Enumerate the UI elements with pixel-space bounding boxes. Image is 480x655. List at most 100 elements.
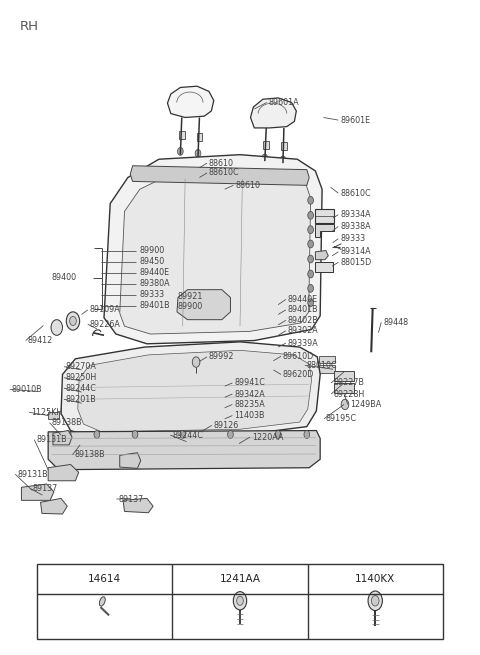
Circle shape: [304, 430, 310, 438]
Circle shape: [237, 596, 243, 605]
Polygon shape: [78, 350, 312, 432]
Text: 89620D: 89620D: [283, 370, 314, 379]
Circle shape: [280, 156, 286, 164]
Polygon shape: [251, 98, 296, 128]
Circle shape: [132, 430, 138, 438]
Text: 89010B: 89010B: [12, 385, 43, 394]
Polygon shape: [177, 290, 230, 320]
Text: 89401B: 89401B: [140, 301, 170, 310]
Text: 89342A: 89342A: [234, 390, 265, 398]
Text: 89334A: 89334A: [340, 210, 371, 219]
Text: 89227B: 89227B: [333, 379, 364, 388]
Text: 89228H: 89228H: [333, 390, 364, 398]
Circle shape: [233, 591, 247, 610]
Text: 89338A: 89338A: [340, 222, 371, 231]
Polygon shape: [53, 430, 72, 445]
Text: 89448: 89448: [383, 318, 408, 327]
Bar: [197, 133, 202, 141]
Circle shape: [70, 316, 76, 326]
Text: 89270A: 89270A: [66, 362, 96, 371]
Text: 89126: 89126: [214, 421, 239, 430]
Polygon shape: [48, 430, 320, 470]
Text: 89302A: 89302A: [288, 326, 318, 335]
Circle shape: [308, 212, 313, 219]
Text: 89333: 89333: [340, 234, 365, 243]
Circle shape: [228, 430, 233, 438]
Circle shape: [66, 312, 80, 330]
Text: 89900: 89900: [177, 302, 202, 311]
Bar: [264, 141, 269, 149]
Text: 88015D: 88015D: [340, 258, 372, 267]
Polygon shape: [40, 498, 67, 514]
Circle shape: [65, 430, 71, 438]
Circle shape: [308, 255, 313, 263]
Text: 89195C: 89195C: [326, 415, 357, 423]
Bar: [48, 412, 59, 419]
Bar: [37, 563, 443, 639]
Text: 88610: 88610: [235, 181, 260, 190]
Polygon shape: [61, 342, 320, 438]
Bar: [281, 142, 287, 150]
Text: 1140KX: 1140KX: [355, 574, 396, 584]
Circle shape: [308, 196, 313, 204]
Polygon shape: [168, 86, 214, 117]
Text: 89601A: 89601A: [269, 98, 299, 107]
Circle shape: [308, 270, 313, 278]
Text: 89226A: 89226A: [90, 320, 120, 329]
Circle shape: [276, 430, 281, 438]
Text: 89440E: 89440E: [288, 295, 318, 304]
Circle shape: [178, 147, 183, 155]
Bar: [335, 371, 354, 381]
Text: 89137: 89137: [118, 495, 144, 504]
Text: 14614: 14614: [88, 574, 121, 584]
Text: 89400: 89400: [51, 272, 77, 282]
Circle shape: [308, 284, 313, 292]
Text: 89380A: 89380A: [140, 279, 170, 288]
Text: 1220AA: 1220AA: [252, 432, 283, 441]
Polygon shape: [130, 166, 309, 185]
Text: 89314A: 89314A: [340, 248, 371, 256]
Circle shape: [51, 320, 62, 335]
Text: 89131B: 89131B: [17, 470, 48, 479]
Circle shape: [308, 240, 313, 248]
Text: 89941C: 89941C: [234, 379, 265, 388]
Circle shape: [341, 400, 349, 409]
Bar: [319, 356, 336, 364]
Text: 89339A: 89339A: [288, 339, 318, 348]
Text: 1249BA: 1249BA: [350, 400, 381, 409]
Circle shape: [372, 595, 379, 606]
Text: 88235A: 88235A: [234, 400, 265, 409]
Polygon shape: [315, 251, 328, 259]
Text: 89333: 89333: [140, 290, 165, 299]
Text: 89412: 89412: [28, 336, 53, 345]
Text: 89244C: 89244C: [172, 430, 203, 440]
Text: 11403B: 11403B: [234, 411, 265, 420]
Text: 89137: 89137: [33, 484, 58, 493]
Circle shape: [308, 299, 313, 307]
Text: RH: RH: [20, 20, 38, 33]
Bar: [315, 209, 334, 223]
Text: 89601E: 89601E: [340, 115, 371, 124]
Text: 89138B: 89138B: [74, 450, 105, 459]
Bar: [335, 383, 354, 393]
Bar: [319, 365, 336, 373]
Text: 1241AA: 1241AA: [219, 574, 261, 584]
Text: 89131B: 89131B: [36, 435, 67, 444]
Text: 88010C: 88010C: [307, 361, 337, 370]
Text: 88610C: 88610C: [340, 189, 371, 198]
Text: 89138B: 89138B: [51, 419, 82, 427]
Polygon shape: [22, 484, 54, 500]
Polygon shape: [123, 498, 153, 513]
Circle shape: [195, 149, 201, 157]
Text: 89450: 89450: [140, 257, 165, 266]
Text: 89109A: 89109A: [90, 305, 120, 314]
Text: 89992: 89992: [209, 352, 235, 362]
Text: 89900: 89900: [140, 246, 165, 255]
Circle shape: [180, 430, 186, 438]
Text: 89440E: 89440E: [140, 268, 170, 277]
Polygon shape: [315, 225, 334, 238]
Ellipse shape: [99, 597, 105, 606]
Polygon shape: [120, 453, 141, 468]
Bar: [315, 261, 333, 272]
Polygon shape: [104, 155, 322, 344]
